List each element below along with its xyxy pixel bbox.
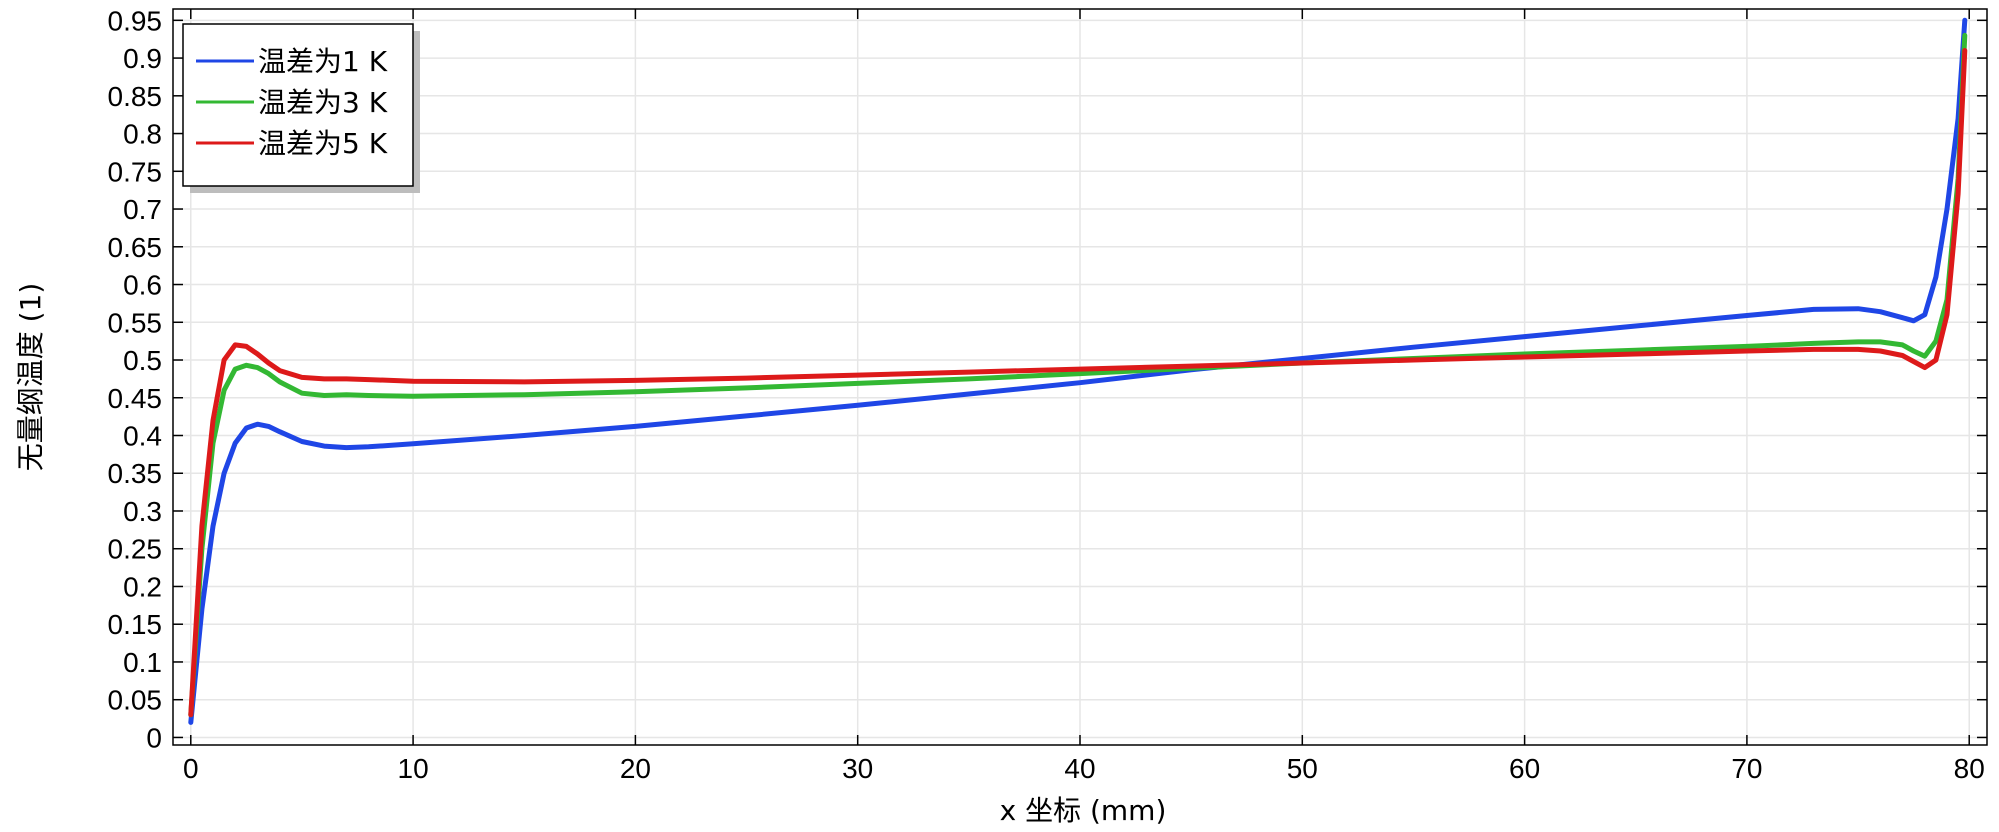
legend-box (182, 23, 414, 187)
y-tick-label: 0.3 (123, 496, 162, 527)
series-lines (188, 17, 1968, 725)
legend-items: 温差为1 K 温差为3 K 温差为5 K (196, 45, 388, 160)
y-tick-label: 0.9 (123, 43, 162, 74)
y-tick-labels: 0 0.05 0.1 0.15 0.2 0.25 0.3 0.35 0.4 0.45 0.5 0.55… (108, 5, 163, 753)
legend-label-3: 温差为5 K (258, 127, 388, 160)
x-tick-labels: 0 10 20 30 40 50 60 70 80 (183, 753, 1985, 784)
y-tick-label: 0.15 (108, 609, 163, 640)
axis-ticks (173, 9, 1987, 745)
y-tick-label: 0.95 (108, 5, 163, 36)
x-tick-label: 30 (842, 753, 873, 784)
y-tick-label: 0.55 (108, 307, 163, 338)
legend: 温差为1 K 温差为3 K 温差为5 K (182, 23, 420, 193)
y-tick-label: 0.7 (123, 194, 162, 225)
y-tick-label: 0.65 (108, 232, 163, 263)
x-tick-label: 70 (1731, 753, 1762, 784)
y-tick-label: 0.45 (108, 383, 163, 414)
y-tick-label: 0.25 (108, 534, 163, 565)
x-tick-label: 10 (398, 753, 429, 784)
y-tick-label: 0.6 (123, 270, 162, 301)
y-tick-label: 0.1 (123, 647, 162, 678)
y-tick-label: 0 (146, 722, 162, 753)
x-axis-title: x 坐标 (mm) (1000, 794, 1167, 827)
x-tick-label: 80 (1954, 753, 1985, 784)
y-tick-label: 0.35 (108, 458, 163, 489)
y-axis-title: 无量纲温度 (1) (14, 283, 47, 472)
y-tick-label: 0.8 (123, 119, 162, 150)
y-tick-label: 0.75 (108, 156, 163, 187)
x-tick-label: 50 (1287, 753, 1318, 784)
x-tick-label: 40 (1064, 753, 1095, 784)
legend-label-1: 温差为1 K (258, 45, 388, 78)
series-line-2 (188, 32, 1968, 718)
x-tick-label: 0 (183, 753, 199, 784)
y-tick-label: 0.4 (123, 421, 162, 452)
legend-label-2: 温差为3 K (258, 86, 388, 119)
y-tick-label: 0.5 (123, 345, 162, 376)
x-tick-label: 60 (1509, 753, 1540, 784)
series-line-3 (188, 48, 1968, 718)
x-tick-label: 20 (620, 753, 651, 784)
y-tick-label: 0.05 (108, 685, 163, 716)
y-tick-label: 0.2 (123, 571, 162, 602)
series-line-1 (188, 17, 1968, 725)
y-tick-label: 0.85 (108, 81, 163, 112)
